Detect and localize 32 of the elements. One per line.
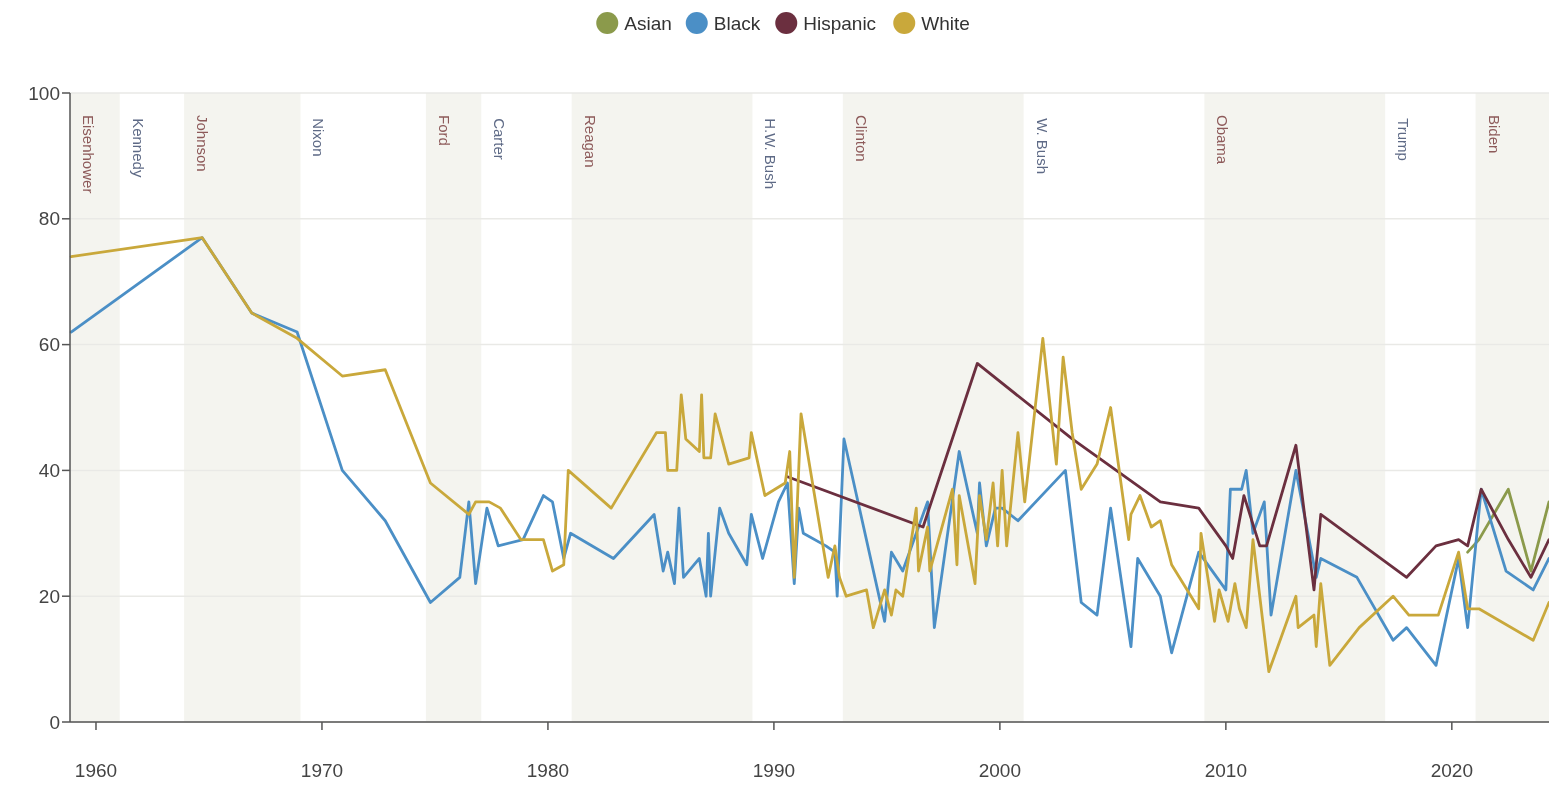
x-tick-label: 1990 [752, 760, 796, 781]
legend-label: Asian [624, 12, 672, 34]
line-series [786, 362, 1549, 592]
band-label: Reagan [581, 115, 599, 168]
y-tick-label: 80 [38, 208, 60, 230]
x-tick-label: 1960 [74, 760, 118, 781]
x-tick-label: 2010 [1204, 760, 1247, 781]
band-label: Eisenhower [80, 115, 97, 194]
x-tick-label: 1980 [526, 760, 570, 781]
x-tick-label: 2000 [978, 760, 1022, 781]
annotation: W. Bush [1033, 118, 1051, 175]
x-tick-label: 1970 [300, 760, 344, 781]
y-tick-label: 20 [38, 585, 60, 607]
x-tick-label: 2020 [1430, 760, 1473, 781]
y-tick-label: 60 [38, 334, 60, 356]
band-label: Ford [435, 115, 453, 146]
band-label: Biden [1485, 115, 1503, 154]
band-label: Clinton [852, 115, 870, 162]
legend-label: White [921, 12, 970, 34]
annotation: Kennedy [129, 118, 147, 178]
legend-label: Black [713, 12, 761, 34]
annotation: Trump [1395, 118, 1413, 161]
y-tick-label: 40 [38, 460, 60, 482]
annotation: H.W. Bush [762, 118, 780, 190]
line-series [1466, 487, 1549, 573]
legend-label: Hispanic [803, 12, 877, 34]
band-label: Johnson [194, 115, 212, 172]
band-label: Obama [1214, 115, 1232, 165]
y-tick-label: 0 [49, 711, 60, 733]
annotation: Nixon [310, 118, 328, 157]
y-tick-label: 100 [28, 82, 60, 104]
annotation: Carter [491, 118, 509, 160]
